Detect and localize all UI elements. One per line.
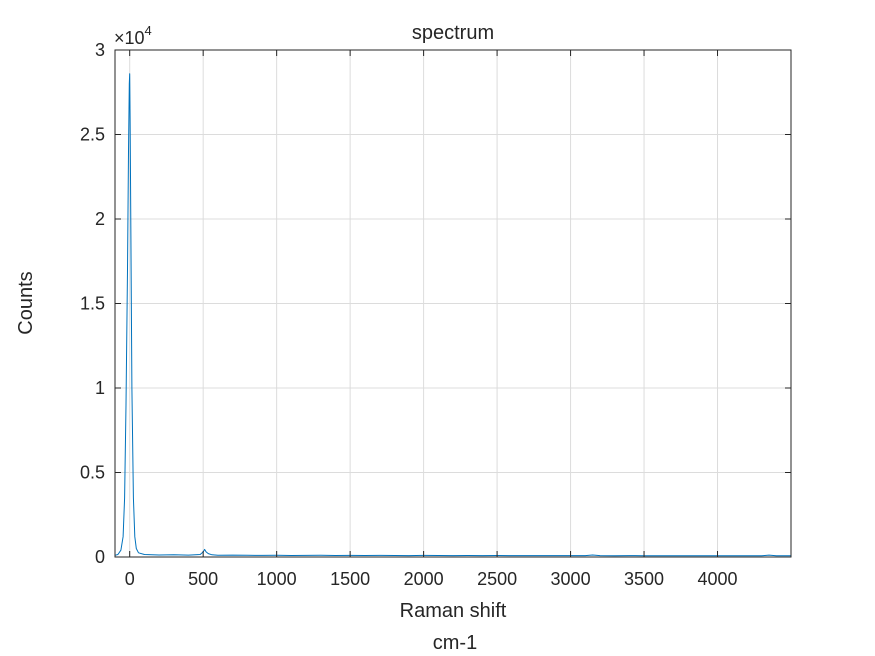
chart-title: spectrum	[412, 22, 494, 44]
x-tick-label: 3500	[624, 569, 664, 589]
x-axis-label: Raman shift	[400, 600, 507, 622]
y-tick-label: 2.5	[80, 125, 105, 145]
x-tick-label: 0	[125, 569, 135, 589]
y-tick-label: 3	[95, 40, 105, 60]
y-axis-label: Counts	[15, 271, 37, 334]
y-tick-label: 1	[95, 378, 105, 398]
y-exponent-power: 4	[145, 23, 152, 38]
x-axis-unit-label: cm-1	[433, 632, 477, 654]
tick-marks	[115, 49, 791, 558]
series-layer	[114, 73, 791, 557]
y-exponent-base: ×10	[114, 28, 145, 48]
x-tick-label: 500	[188, 569, 218, 589]
x-tick-label: 3000	[551, 569, 591, 589]
y-tick-label: 1.5	[80, 294, 105, 314]
x-tick-label: 4000	[697, 569, 737, 589]
x-tick-label: 1000	[257, 569, 297, 589]
y-tick-labels: 0 0.5 1 1.5 2 2.5 3	[80, 40, 105, 567]
y-tick-label: 0	[95, 547, 105, 567]
x-tick-label: 2500	[477, 569, 517, 589]
spectrum-line	[114, 73, 791, 557]
y-tick-label: 2	[95, 209, 105, 229]
x-tick-labels: 0 500 1000 1500 2000 2500 3000 3500 4000	[125, 569, 738, 589]
x-tick-label: 2000	[404, 569, 444, 589]
y-tick-label: 0.5	[80, 463, 105, 483]
x-tick-label: 1500	[330, 569, 370, 589]
y-exponent-label: ×104	[114, 23, 152, 48]
